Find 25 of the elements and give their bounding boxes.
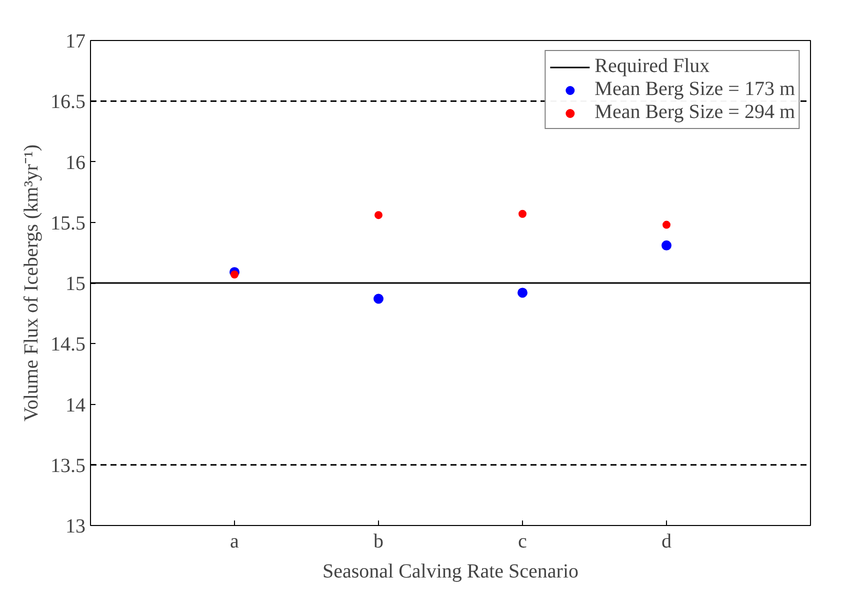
legend-label: Mean Berg Size = 294 m bbox=[594, 101, 795, 124]
y-tick-label: 16 bbox=[66, 152, 86, 174]
point bbox=[374, 294, 384, 304]
point bbox=[518, 210, 526, 218]
y-tick-label: 16.5 bbox=[50, 91, 86, 114]
y-tick-label: 14.5 bbox=[50, 334, 86, 356]
y-axis-title: Volume Flux of Icebergs (km³yr⁻¹) bbox=[20, 144, 42, 422]
legend-label: Mean Berg Size = 173 m bbox=[594, 78, 795, 101]
point bbox=[662, 220, 670, 229]
point bbox=[518, 288, 528, 298]
x-tick-label: d bbox=[662, 530, 672, 552]
x-tick-label: b bbox=[374, 530, 384, 552]
y-tick-label: 14 bbox=[66, 394, 86, 416]
x-tick-label: c bbox=[518, 530, 528, 552]
point bbox=[230, 270, 238, 279]
point bbox=[662, 240, 672, 250]
y-tick-label: 15.5 bbox=[50, 212, 86, 234]
legend-label: Required Flux bbox=[594, 55, 710, 78]
y-tick-label: 13 bbox=[66, 516, 86, 538]
y-tick-label: 13.5 bbox=[50, 454, 86, 477]
x-tick-label: a bbox=[230, 530, 240, 552]
x-axis-title: Seasonal Calving Rate Scenario bbox=[322, 560, 579, 582]
y-tick-label: 15 bbox=[66, 273, 86, 295]
point bbox=[374, 211, 382, 220]
y-tick-label: 17 bbox=[66, 30, 86, 52]
